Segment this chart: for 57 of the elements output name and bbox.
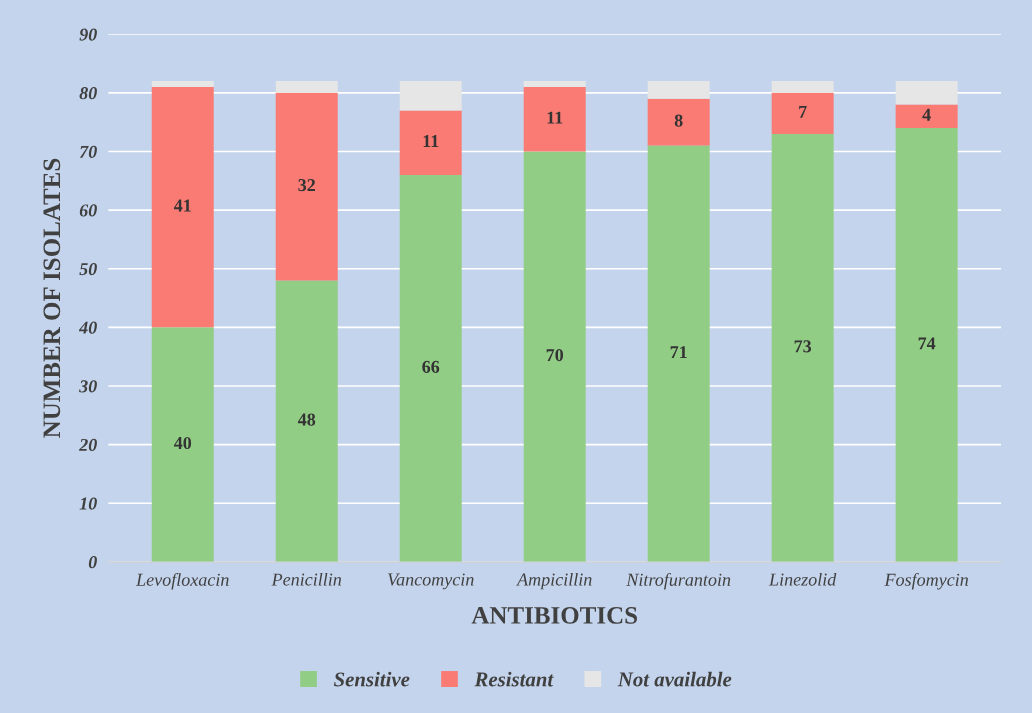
bar xyxy=(895,104,958,129)
y-tick-label: 80 xyxy=(79,87,97,100)
data-label: 40 xyxy=(173,436,192,450)
x-tick-label: Nitrofurantoin xyxy=(626,572,731,590)
bar xyxy=(895,128,958,562)
bar xyxy=(771,92,834,134)
bar xyxy=(771,81,834,93)
bar xyxy=(151,81,214,87)
y-tick-label: 10 xyxy=(79,497,97,510)
x-axis-title: ANTIBIOTICS xyxy=(471,607,637,624)
x-tick-label: Levofloxacin xyxy=(135,572,229,590)
x-tick-label: Linezolid xyxy=(768,572,837,586)
legend-label: Not available xyxy=(617,671,732,687)
bar xyxy=(771,133,834,562)
y-tick-label: 20 xyxy=(78,438,97,452)
data-label: 66 xyxy=(422,360,440,373)
data-label: 8 xyxy=(674,114,683,127)
bar xyxy=(523,86,586,152)
y-tick-label: 30 xyxy=(79,380,97,393)
data-label: 70 xyxy=(546,348,564,362)
bar xyxy=(647,145,710,562)
bar xyxy=(275,92,338,281)
legend-label: Sensitive xyxy=(333,671,410,687)
data-label: 7 xyxy=(799,105,807,118)
bar xyxy=(275,81,338,93)
data-label: 11 xyxy=(423,135,439,148)
data-label: 74 xyxy=(918,337,936,350)
y-tick-label: 90 xyxy=(79,28,97,41)
bar xyxy=(895,81,958,105)
y-tick-label: 70 xyxy=(79,145,97,158)
bar xyxy=(399,174,462,562)
data-label: 41 xyxy=(173,199,191,212)
data-label: 48 xyxy=(297,413,316,426)
x-tick-label: Vancomycin xyxy=(388,573,474,590)
y-tick-label: 60 xyxy=(79,204,97,217)
bar xyxy=(647,98,710,146)
y-tick-label: 40 xyxy=(78,321,97,334)
bar xyxy=(399,110,462,175)
bar xyxy=(647,81,710,99)
y-tick-label: 0 xyxy=(88,556,97,569)
y-axis-title: NUMBER OF ISOLATES xyxy=(43,158,61,438)
data-label: 11 xyxy=(547,111,563,124)
x-tick-label: Ampicillin xyxy=(516,572,592,590)
data-label: 4 xyxy=(922,108,931,121)
bar xyxy=(151,86,214,328)
data-label: 73 xyxy=(794,340,812,353)
bar xyxy=(151,327,214,562)
legend-label: Resistant xyxy=(474,671,554,687)
y-tick-label: 50 xyxy=(79,262,97,276)
data-label: 32 xyxy=(298,179,315,192)
x-tick-label: Fosfomycin xyxy=(884,572,969,590)
x-tick-label: Penicillin xyxy=(271,572,342,586)
data-label: 71 xyxy=(670,346,687,359)
bar xyxy=(399,81,462,111)
bar xyxy=(275,280,338,562)
bar xyxy=(523,151,586,562)
bar xyxy=(523,81,586,87)
